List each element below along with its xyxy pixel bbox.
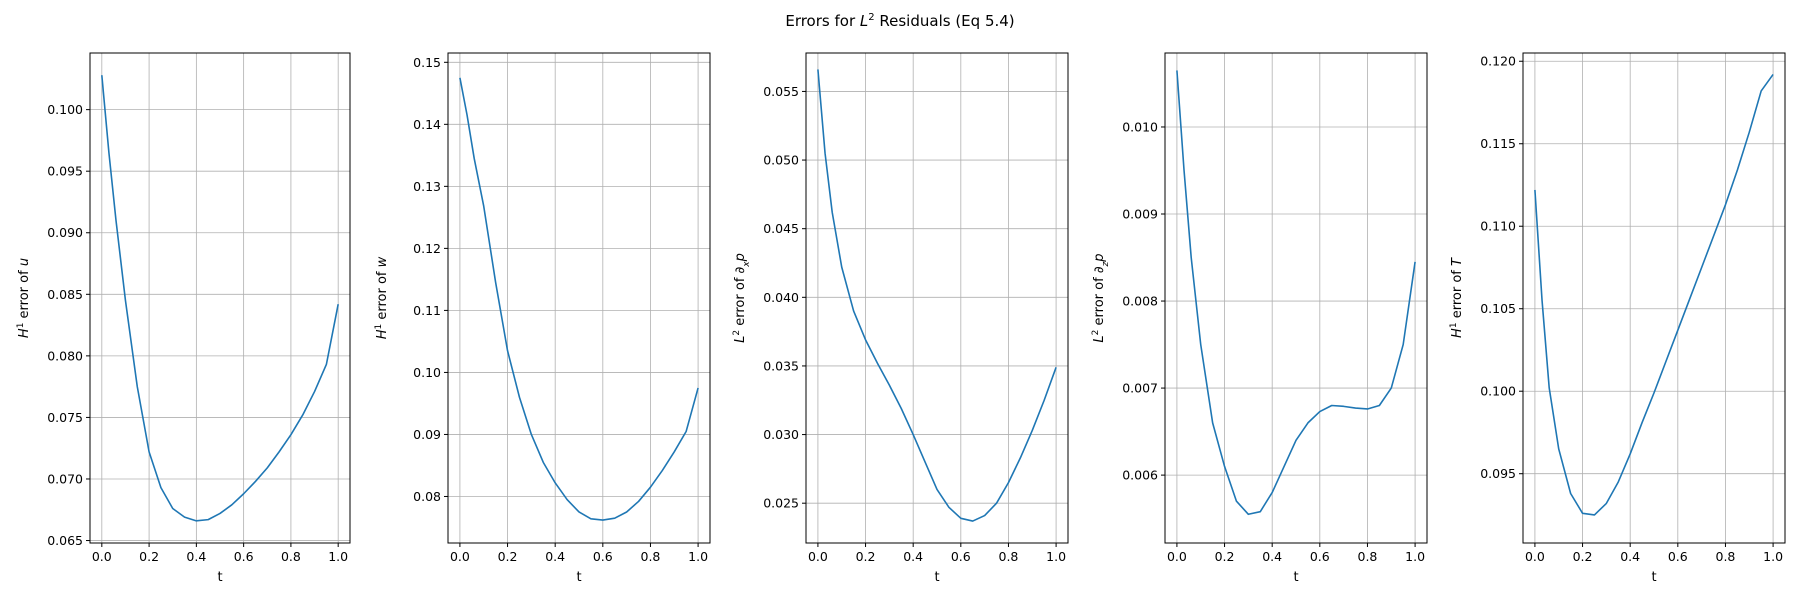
x-axis-label: t [1651, 570, 1656, 585]
x-tick-label: 0.4 [1620, 549, 1640, 564]
x-tick-label: 0.2 [139, 549, 159, 564]
x-tick-label: 0.0 [1167, 549, 1187, 564]
y-tick-label: 0.100 [1480, 384, 1516, 399]
x-tick-label: 0.4 [186, 549, 206, 564]
y-tick-label: 0.095 [1480, 466, 1516, 481]
figure-title-prefix: Errors for [785, 12, 860, 30]
x-tick-label: 0.4 [903, 549, 923, 564]
x-tick-label: 0.4 [1262, 549, 1282, 564]
x-tick-label: 0.2 [498, 549, 518, 564]
y-tick-label: 0.13 [413, 179, 441, 194]
y-axis-label: H1 error of u [16, 258, 32, 338]
x-tick-label: 0.8 [999, 549, 1019, 564]
x-tick-label: 1.0 [1763, 549, 1783, 564]
x-tick-label: 1.0 [1405, 549, 1425, 564]
y-tick-label: 0.010 [1122, 119, 1158, 134]
y-tick-label: 0.006 [1122, 468, 1158, 483]
x-tick-label: 0.6 [234, 549, 254, 564]
subplot-3: 0.0 0.2 0.4 0.6 0.8 1.0 0.025 0.030 0.035 0.040 0.… [732, 52, 1069, 585]
series-line [1534, 73, 1774, 516]
y-tick-label: 0.075 [47, 410, 83, 425]
x-tick-label: 0.8 [1358, 549, 1378, 564]
axes-frame [447, 52, 711, 544]
x-axis-label: t [217, 570, 222, 585]
x-tick-label: 1.0 [1046, 549, 1066, 564]
y-tick-label: 0.040 [763, 290, 799, 305]
y-tick-label: 0.11 [413, 303, 441, 318]
x-tick-label: 0.2 [1215, 549, 1235, 564]
x-tick-label: 0.2 [1573, 549, 1593, 564]
y-tick-label: 0.105 [1480, 301, 1516, 316]
x-tick-label: 0.6 [593, 549, 613, 564]
y-tick-label: 0.007 [1122, 381, 1158, 396]
series-line [101, 75, 339, 522]
axes-frame [1522, 52, 1786, 544]
x-tick-label: 1.0 [328, 549, 348, 564]
figure-title-sup: 2 [868, 12, 875, 23]
subplot-1: 0.0 0.2 0.4 0.6 0.8 1.0 0.065 0.070 0.075 0.080 0.… [16, 52, 351, 585]
y-tick-label: 0.10 [413, 365, 441, 380]
x-axis-label: t [576, 570, 581, 585]
figure-title-main: L [859, 12, 869, 30]
y-tick-label: 0.008 [1122, 294, 1158, 309]
x-axis-label: t [1293, 570, 1298, 585]
x-tick-label: 0.4 [545, 549, 565, 564]
x-tick-label: 0.0 [92, 549, 112, 564]
series-line [1176, 70, 1416, 516]
x-tick-label: 0.0 [1525, 549, 1545, 564]
y-tick-label: 0.110 [1480, 219, 1516, 234]
y-tick-label: 0.115 [1480, 136, 1516, 151]
series-line [817, 69, 1057, 522]
y-tick-label: 0.12 [413, 241, 441, 256]
figure-title: Errors for L2 Residuals (Eq 5.4) [0, 12, 1800, 30]
subplot-4: 0.0 0.2 0.4 0.6 0.8 1.0 0.006 0.007 0.008 0.009 0.… [1091, 52, 1428, 585]
y-tick-label: 0.08 [413, 489, 441, 504]
axes-frame [89, 52, 351, 544]
axes-frame [1164, 52, 1428, 544]
y-tick-label: 0.050 [763, 153, 799, 168]
axes-frame [805, 52, 1069, 544]
y-tick-label: 0.14 [413, 117, 441, 132]
y-tick-label: 0.15 [413, 55, 441, 70]
x-tick-label: 0.6 [951, 549, 971, 564]
x-tick-label: 0.8 [1716, 549, 1736, 564]
y-axis-label: L2 error of ∂zp [1091, 253, 1111, 342]
y-axis-label: H1 error of w [374, 256, 390, 339]
x-tick-label: 0.6 [1668, 549, 1688, 564]
y-tick-label: 0.080 [47, 348, 83, 363]
y-tick-label: 0.070 [47, 471, 83, 486]
y-tick-label: 0.085 [47, 287, 83, 302]
x-tick-label: 0.8 [281, 549, 301, 564]
subplot-5: 0.0 0.2 0.4 0.6 0.8 1.0 0.095 0.100 0.105 0.110 0.… [1449, 52, 1786, 585]
y-tick-label: 0.055 [763, 84, 799, 99]
x-axis-label: t [934, 570, 939, 585]
y-axis-label: L2 error of ∂xp [732, 253, 752, 343]
x-tick-label: 0.6 [1310, 549, 1330, 564]
x-tick-label: 1.0 [688, 549, 708, 564]
y-tick-label: 0.030 [763, 427, 799, 442]
y-axis-label: H1 error of T [1449, 257, 1465, 338]
figure-title-suffix: Residuals (Eq 5.4) [874, 12, 1015, 30]
y-tick-label: 0.100 [47, 102, 83, 117]
y-tick-label: 0.045 [763, 221, 799, 236]
x-tick-label: 0.8 [641, 549, 661, 564]
y-tick-label: 0.09 [413, 427, 441, 442]
y-tick-label: 0.035 [763, 358, 799, 373]
y-tick-label: 0.090 [47, 225, 83, 240]
y-tick-label: 0.120 [1480, 54, 1516, 69]
subplot-2: 0.0 0.2 0.4 0.6 0.8 1.0 0.08 0.09 0.10 0.11 0.12 0.… [374, 52, 711, 585]
x-tick-label: 0.0 [808, 549, 828, 564]
x-tick-label: 0.2 [856, 549, 876, 564]
y-tick-label: 0.025 [763, 496, 799, 511]
y-tick-label: 0.009 [1122, 207, 1158, 222]
x-tick-label: 0.0 [450, 549, 470, 564]
y-tick-label: 0.095 [47, 164, 83, 179]
series-line [459, 77, 699, 521]
y-tick-label: 0.065 [47, 533, 83, 548]
